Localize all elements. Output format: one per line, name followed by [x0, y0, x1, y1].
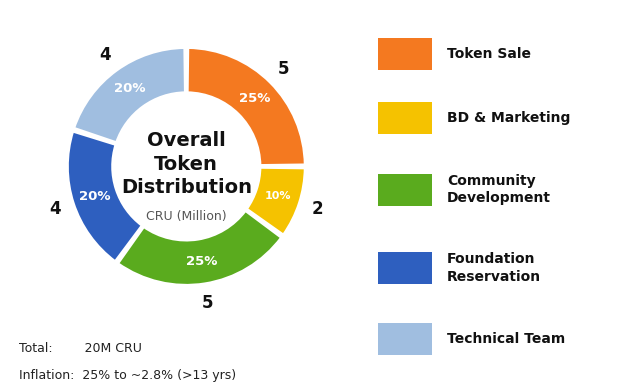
Text: CRU (Million): CRU (Million)	[146, 210, 227, 223]
Text: Token Sale: Token Sale	[447, 47, 531, 61]
Text: 5: 5	[278, 60, 289, 78]
Text: 2: 2	[312, 200, 324, 218]
Wedge shape	[247, 167, 305, 235]
Text: Technical Team: Technical Team	[447, 332, 565, 346]
Text: Foundation
Reservation: Foundation Reservation	[447, 252, 542, 284]
Text: Distribution: Distribution	[121, 178, 252, 197]
Text: 25%: 25%	[186, 255, 217, 268]
Bar	[378, 252, 432, 284]
Wedge shape	[188, 48, 305, 166]
Bar	[378, 38, 432, 70]
Wedge shape	[68, 131, 142, 262]
Text: Token: Token	[155, 154, 218, 173]
Text: Inflation:  25% to ~2.8% (>13 yrs): Inflation: 25% to ~2.8% (>13 yrs)	[19, 369, 236, 382]
Bar	[378, 323, 432, 355]
Text: 4: 4	[49, 200, 61, 218]
Bar	[378, 103, 432, 134]
Wedge shape	[118, 211, 281, 285]
Text: Total:        20M CRU: Total: 20M CRU	[19, 342, 142, 355]
Text: 20%: 20%	[79, 190, 111, 203]
Wedge shape	[74, 48, 185, 143]
Text: 5: 5	[202, 294, 214, 312]
Text: 25%: 25%	[238, 92, 270, 105]
Text: Overall: Overall	[147, 131, 225, 150]
Text: BD & Marketing: BD & Marketing	[447, 111, 571, 125]
Text: Community
Development: Community Development	[447, 174, 551, 205]
Text: 20%: 20%	[114, 82, 145, 95]
Text: 4: 4	[99, 46, 111, 64]
Text: 10%: 10%	[265, 191, 291, 201]
Bar	[378, 174, 432, 205]
